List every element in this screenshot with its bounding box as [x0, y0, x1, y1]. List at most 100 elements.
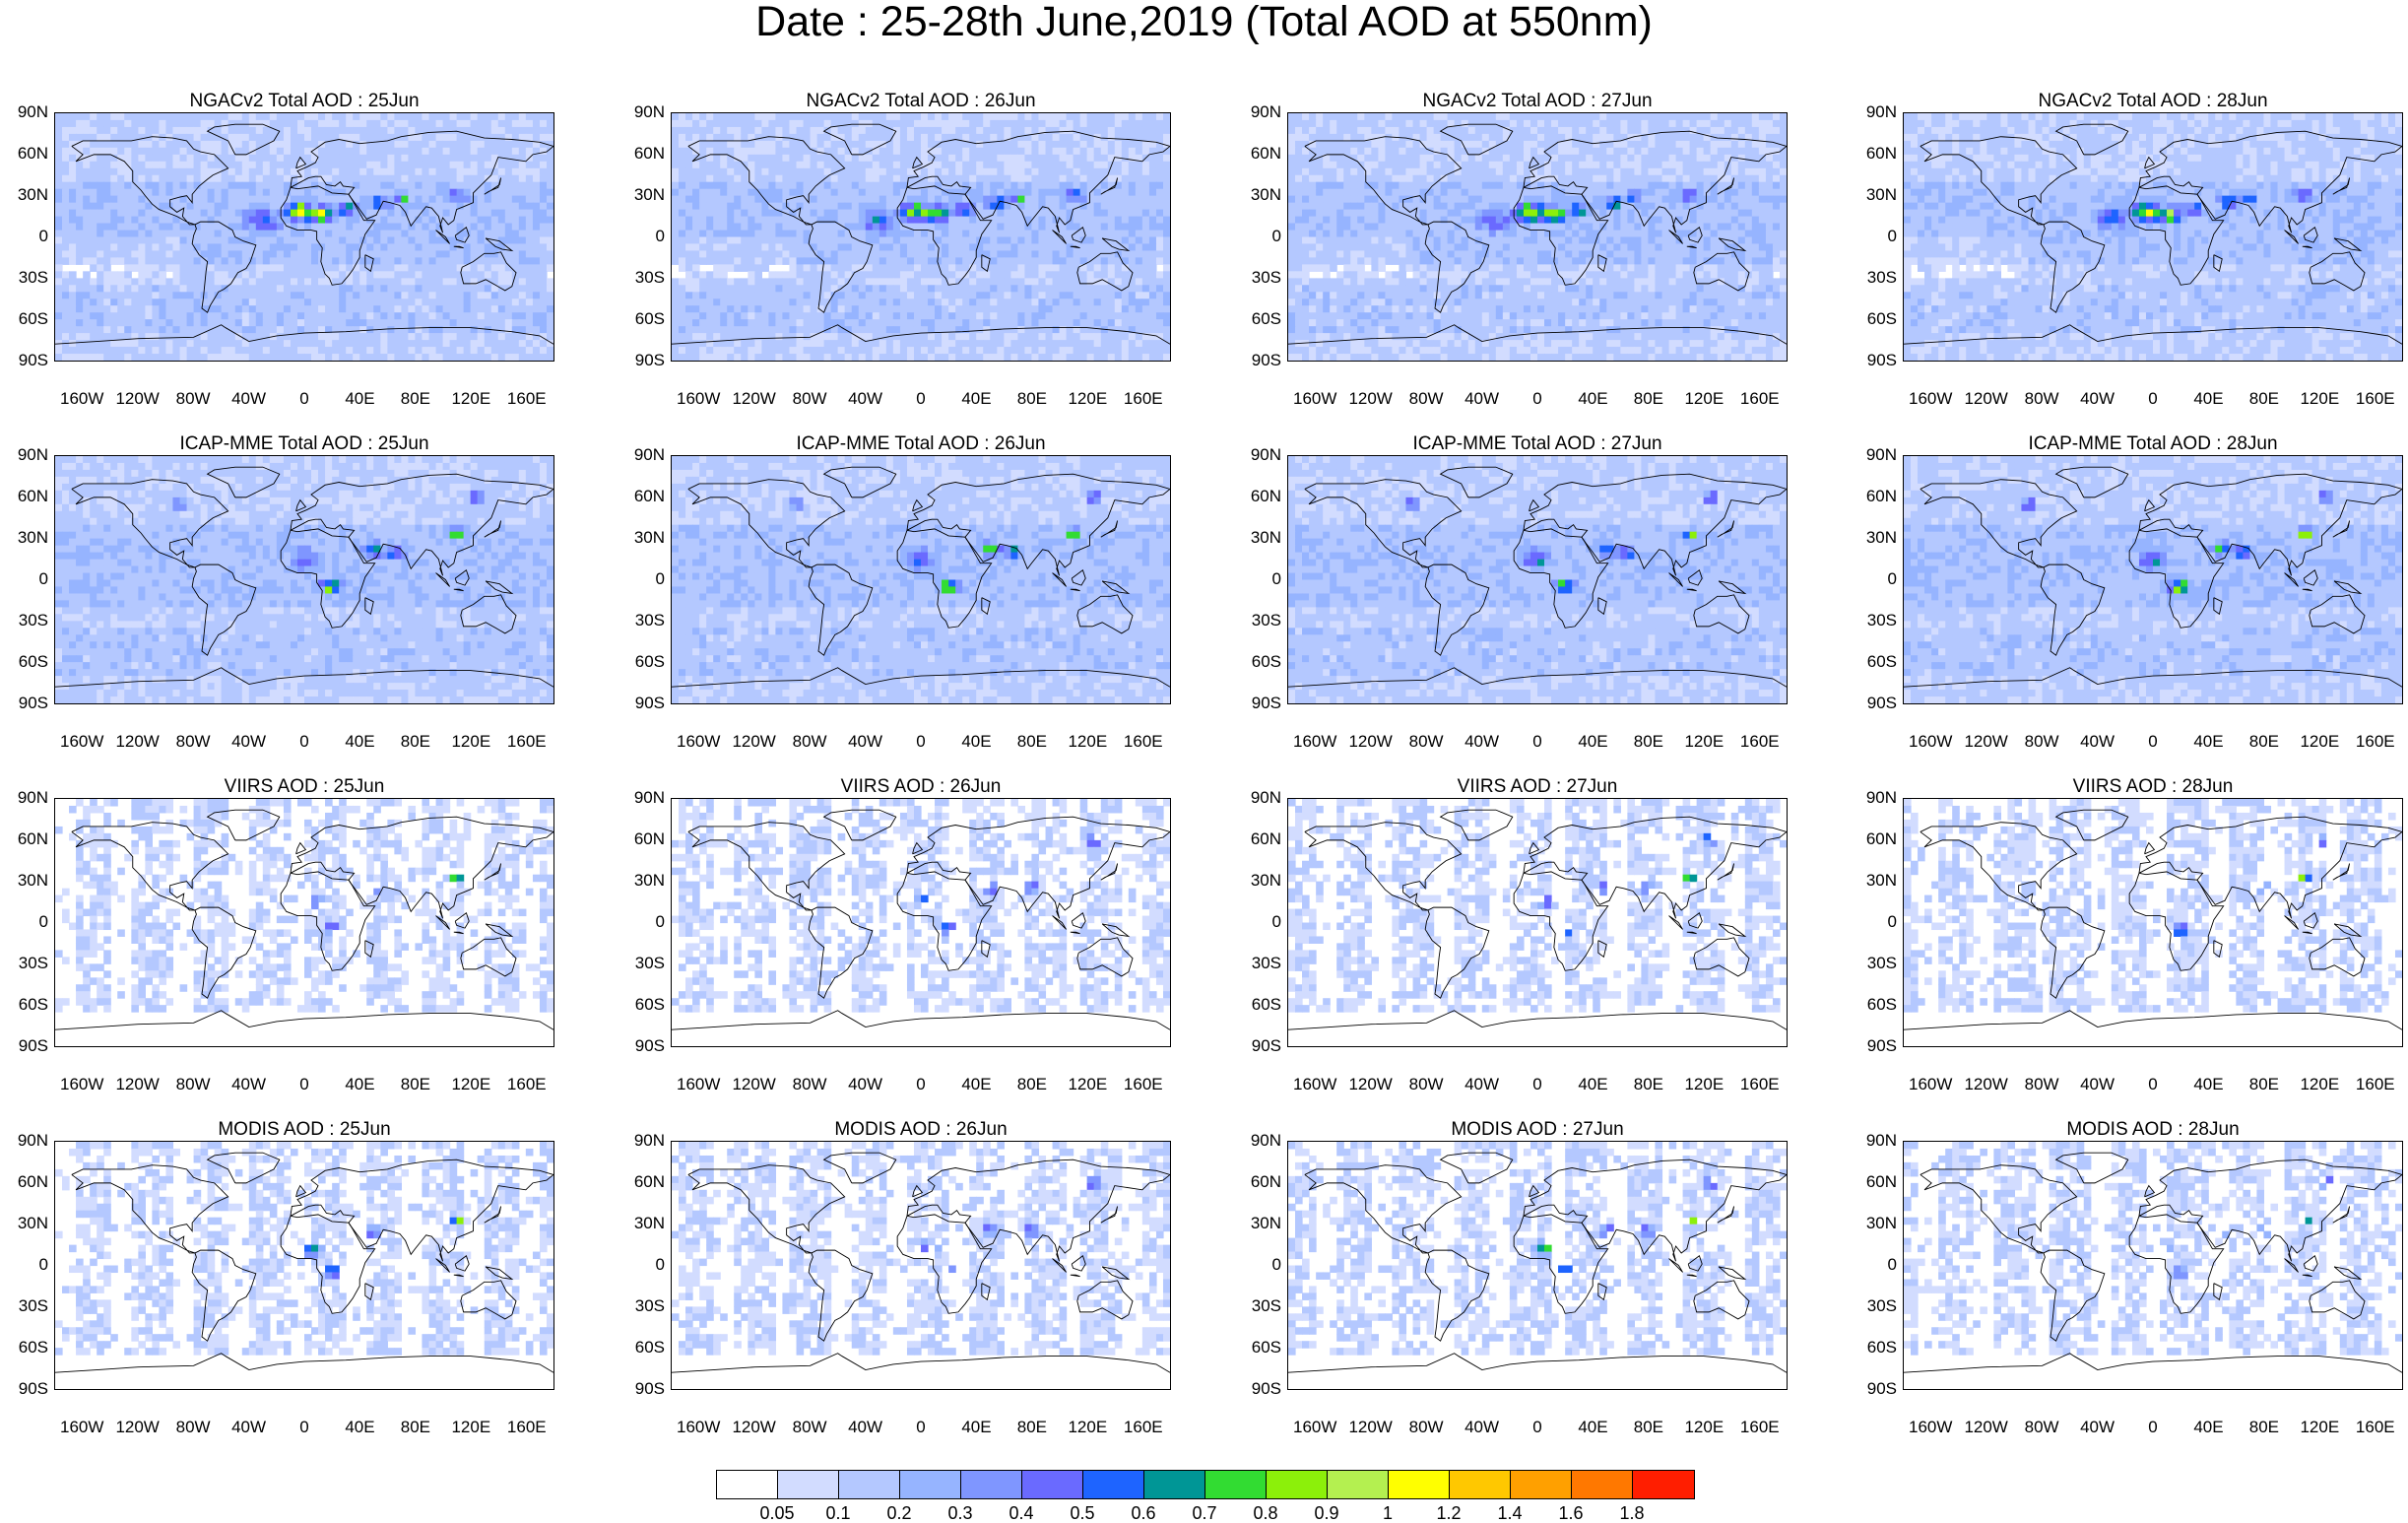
aod-field [672, 1142, 1170, 1356]
lat-tick-label: 90N [1240, 1132, 1281, 1150]
world-map [55, 113, 553, 361]
lon-tick-label: 40W [2068, 390, 2127, 408]
lon-tick-label: 160E [2346, 733, 2405, 751]
lat-tick-label: 90N [1855, 446, 1897, 464]
lat-tick-label: 60N [623, 488, 665, 505]
coastlines [1288, 123, 1787, 345]
lon-tick-label: 0 [2123, 390, 2182, 408]
lon-tick-label: 160W [1285, 1076, 1344, 1093]
coastlines [55, 809, 553, 1030]
coastlines [55, 1152, 553, 1373]
lat-tick-label: 60N [1240, 145, 1281, 163]
lat-tick-label: 0 [1855, 1256, 1897, 1274]
lat-tick-label: 30N [1240, 872, 1281, 890]
lat-tick-label: 60S [1240, 653, 1281, 671]
lon-tick-label: 120E [441, 1419, 500, 1436]
colorbar-cell [1205, 1471, 1267, 1498]
lon-tick-label: 80E [1619, 390, 1678, 408]
lon-tick-label: 160W [669, 733, 728, 751]
lon-tick-label: 0 [891, 733, 950, 751]
colorbar-label: 0.2 [870, 1503, 929, 1523]
lat-tick-label: 60N [7, 145, 48, 163]
lat-tick-label: 30S [1855, 1297, 1897, 1315]
lat-tick-label: 90N [1240, 789, 1281, 807]
lon-tick-label: 0 [891, 390, 950, 408]
aod-field [55, 1142, 553, 1356]
world-map [672, 1142, 1170, 1373]
lon-tick-label: 40W [2068, 1419, 2127, 1436]
lon-tick-label: 0 [1508, 733, 1567, 751]
lon-tick-label: 40E [1563, 733, 1622, 751]
map-panel: NGACv2 Total AOD : 27Jun 90N 60N 30N 0 30S 60S… [1238, 90, 1888, 425]
lat-tick-label: 30S [623, 269, 665, 287]
lat-tick-label: 60S [1855, 310, 1897, 328]
lat-tick-label: 0 [7, 570, 48, 588]
lat-tick-label: 30S [7, 1297, 48, 1315]
colorbar-label: 1.6 [1541, 1503, 1600, 1523]
lon-tick-label: 40W [220, 733, 279, 751]
lat-tick-label: 90S [623, 695, 665, 712]
lat-tick-label: 30S [7, 612, 48, 629]
lat-tick-label: 30N [1855, 529, 1897, 547]
coastlines [55, 123, 553, 345]
lon-tick-label: 40W [836, 733, 895, 751]
lon-tick-label: 0 [2123, 733, 2182, 751]
lat-tick-label: 30N [7, 529, 48, 547]
lat-tick-label: 60S [7, 653, 48, 671]
lat-tick-label: 90N [623, 103, 665, 121]
map-frame [671, 798, 1171, 1047]
lon-tick-label: 40E [1563, 1076, 1622, 1093]
lon-tick-label: 120W [725, 390, 784, 408]
lat-tick-label: 60N [1240, 830, 1281, 848]
lon-tick-label: 120W [1957, 1076, 2016, 1093]
lon-tick-label: 120E [1674, 390, 1733, 408]
lat-tick-label: 90S [7, 1037, 48, 1055]
lon-tick-label: 120E [2290, 1419, 2349, 1436]
lat-tick-label: 60N [7, 488, 48, 505]
lon-tick-label: 80W [780, 733, 839, 751]
lon-tick-label: 160E [2346, 1076, 2405, 1093]
lon-tick-label: 160W [1285, 733, 1344, 751]
world-map [1288, 113, 1787, 361]
lat-tick-label: 60N [623, 145, 665, 163]
map-panel: NGACv2 Total AOD : 28Jun 90N 60N 30N 0 30S 60S… [1854, 90, 2408, 425]
lon-tick-label: 120E [1058, 390, 1117, 408]
lon-tick-label: 40E [946, 733, 1006, 751]
lon-tick-label: 80E [386, 390, 445, 408]
colorbar-cell [1511, 1471, 1572, 1498]
map-panel: VIIRS AOD : 26Jun 90N 60N 30N 0 30S 60S 90S 160W… [621, 775, 1271, 1110]
lat-tick-label: 90S [623, 352, 665, 369]
colorbar-label: 0.05 [748, 1503, 807, 1523]
map-frame [54, 455, 554, 704]
lon-tick-label: 160E [497, 733, 556, 751]
lon-tick-label: 160W [669, 390, 728, 408]
lon-tick-label: 0 [1508, 1419, 1567, 1436]
colorbar-cell [1450, 1471, 1511, 1498]
lon-tick-label: 120E [1674, 1419, 1733, 1436]
lon-tick-label: 120E [441, 733, 500, 751]
lat-tick-label: 60S [1240, 1339, 1281, 1357]
lat-tick-label: 30S [7, 269, 48, 287]
lat-tick-label: 0 [1855, 228, 1897, 245]
lon-tick-label: 120E [1674, 1076, 1733, 1093]
aod-field [1904, 113, 2402, 361]
world-map [1904, 456, 2402, 703]
lon-tick-label: 160W [52, 390, 111, 408]
aod-field [55, 456, 553, 703]
lat-tick-label: 90S [1855, 1037, 1897, 1055]
lon-tick-label: 0 [275, 1419, 334, 1436]
lon-tick-label: 120W [725, 733, 784, 751]
lat-tick-label: 60N [1240, 1173, 1281, 1191]
lat-tick-label: 30S [1240, 1297, 1281, 1315]
map-frame [671, 455, 1171, 704]
lat-tick-label: 0 [7, 228, 48, 245]
lon-tick-label: 40W [220, 390, 279, 408]
colorbar-cell [717, 1471, 778, 1498]
map-panel: MODIS AOD : 27Jun 90N 60N 30N 0 30S 60S 90S 160W… [1238, 1118, 1888, 1453]
lat-tick-label: 30N [1240, 529, 1281, 547]
lon-tick-label: 40E [1563, 390, 1622, 408]
main-title: Date : 25-28th June,2019 (Total AOD at 5… [0, 0, 2408, 43]
coastlines [1904, 809, 2402, 1030]
map-frame [54, 798, 554, 1047]
panel-title: VIIRS AOD : 25Jun [54, 775, 554, 799]
